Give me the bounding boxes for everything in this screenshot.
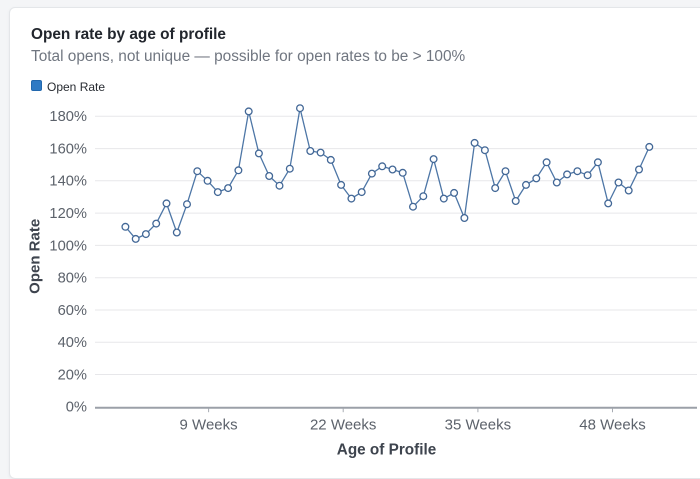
svg-text:60%: 60%: [58, 303, 87, 319]
svg-text:Open Rate: Open Rate: [27, 219, 44, 294]
svg-text:180%: 180%: [49, 109, 87, 125]
svg-text:100%: 100%: [49, 238, 87, 254]
svg-text:80%: 80%: [58, 271, 87, 287]
svg-text:22 Weeks: 22 Weeks: [310, 416, 376, 433]
svg-text:120%: 120%: [49, 206, 87, 222]
svg-text:160%: 160%: [49, 142, 87, 158]
svg-text:9 Weeks: 9 Weeks: [180, 416, 238, 433]
svg-text:0%: 0%: [66, 400, 87, 416]
svg-text:20%: 20%: [58, 367, 87, 383]
svg-text:Age of Profile: Age of Profile: [337, 442, 436, 459]
svg-text:48 Weeks: 48 Weeks: [579, 416, 645, 433]
svg-text:140%: 140%: [49, 174, 87, 190]
svg-text:35 Weeks: 35 Weeks: [445, 416, 511, 433]
svg-text:40%: 40%: [58, 335, 87, 351]
